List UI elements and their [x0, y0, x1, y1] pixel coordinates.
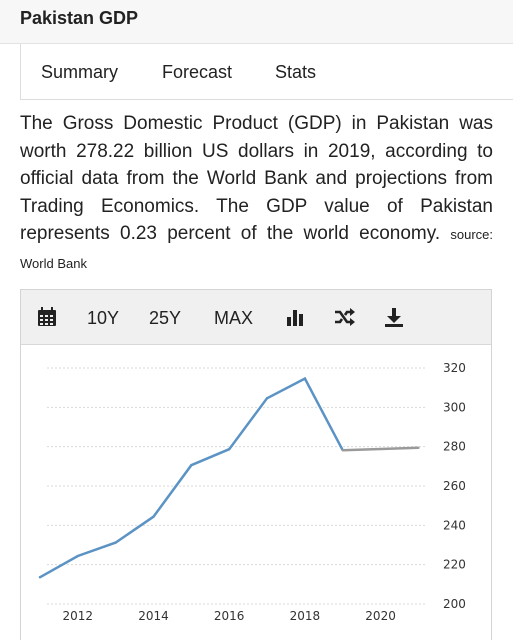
- page-header: Pakistan GDP: [0, 0, 513, 44]
- forecast-point: [379, 447, 382, 451]
- gdp-data-point: [190, 463, 193, 467]
- shuffle-icon[interactable]: [334, 307, 356, 332]
- y-tick-label: 280: [443, 440, 466, 454]
- gdp-line-chart: 200 220 240 260 280 300 320 2012 2014 2016 2018 202…: [38, 361, 466, 623]
- source-note: source: World Bank: [20, 227, 493, 271]
- x-tick-label: 2016: [214, 609, 245, 623]
- range-max-button[interactable]: MAX: [214, 308, 254, 328]
- forecast-point: [341, 448, 344, 452]
- tab-bar-frame: [20, 44, 513, 100]
- gdp-description: The Gross Domestic Product (GDP) in Paki…: [20, 110, 493, 277]
- tab-stats[interactable]: Stats: [275, 62, 317, 82]
- y-tick-label: 220: [443, 558, 466, 572]
- gdp-history-line: [39, 376, 344, 579]
- y-tick-label: 260: [443, 479, 466, 493]
- x-tick-label: 2014: [138, 609, 169, 623]
- y-tick-label: 240: [443, 518, 466, 532]
- gdp-data-point: [227, 448, 231, 451]
- page-title: Pakistan GDP: [20, 8, 139, 28]
- bar-chart-icon[interactable]: [286, 307, 306, 332]
- tab-bar: Summary Forecast Stats: [0, 44, 513, 100]
- range-10y-button[interactable]: 10Y: [87, 308, 120, 328]
- gdp-data-point: [152, 515, 155, 518]
- description-text: The Gross Domestic Product (GDP) in Paki…: [20, 113, 493, 244]
- download-icon[interactable]: [384, 307, 404, 332]
- chart-panel: 10Y 25Y MAX 200 2: [20, 289, 492, 640]
- gdp-data-point: [114, 541, 117, 544]
- gdp-data-point: [303, 377, 307, 380]
- calendar-icon[interactable]: [37, 307, 57, 332]
- x-tick-label: 2018: [290, 609, 321, 623]
- tab-forecast[interactable]: Forecast: [162, 62, 233, 82]
- gdp-data-point: [76, 554, 79, 558]
- y-tick-label: 200: [443, 597, 466, 611]
- gdp-data-point: [265, 397, 269, 400]
- tab-summary[interactable]: Summary: [41, 62, 119, 82]
- y-tick-label: 320: [443, 361, 466, 375]
- gdp-data-point: [38, 576, 42, 579]
- x-tick-label: 2020: [365, 609, 396, 623]
- forecast-point: [417, 446, 420, 450]
- x-tick-label: 2012: [63, 609, 94, 623]
- chart-toolbar: 10Y 25Y MAX: [21, 290, 491, 345]
- y-tick-label: 300: [443, 400, 466, 414]
- range-25y-button[interactable]: 25Y: [149, 308, 182, 328]
